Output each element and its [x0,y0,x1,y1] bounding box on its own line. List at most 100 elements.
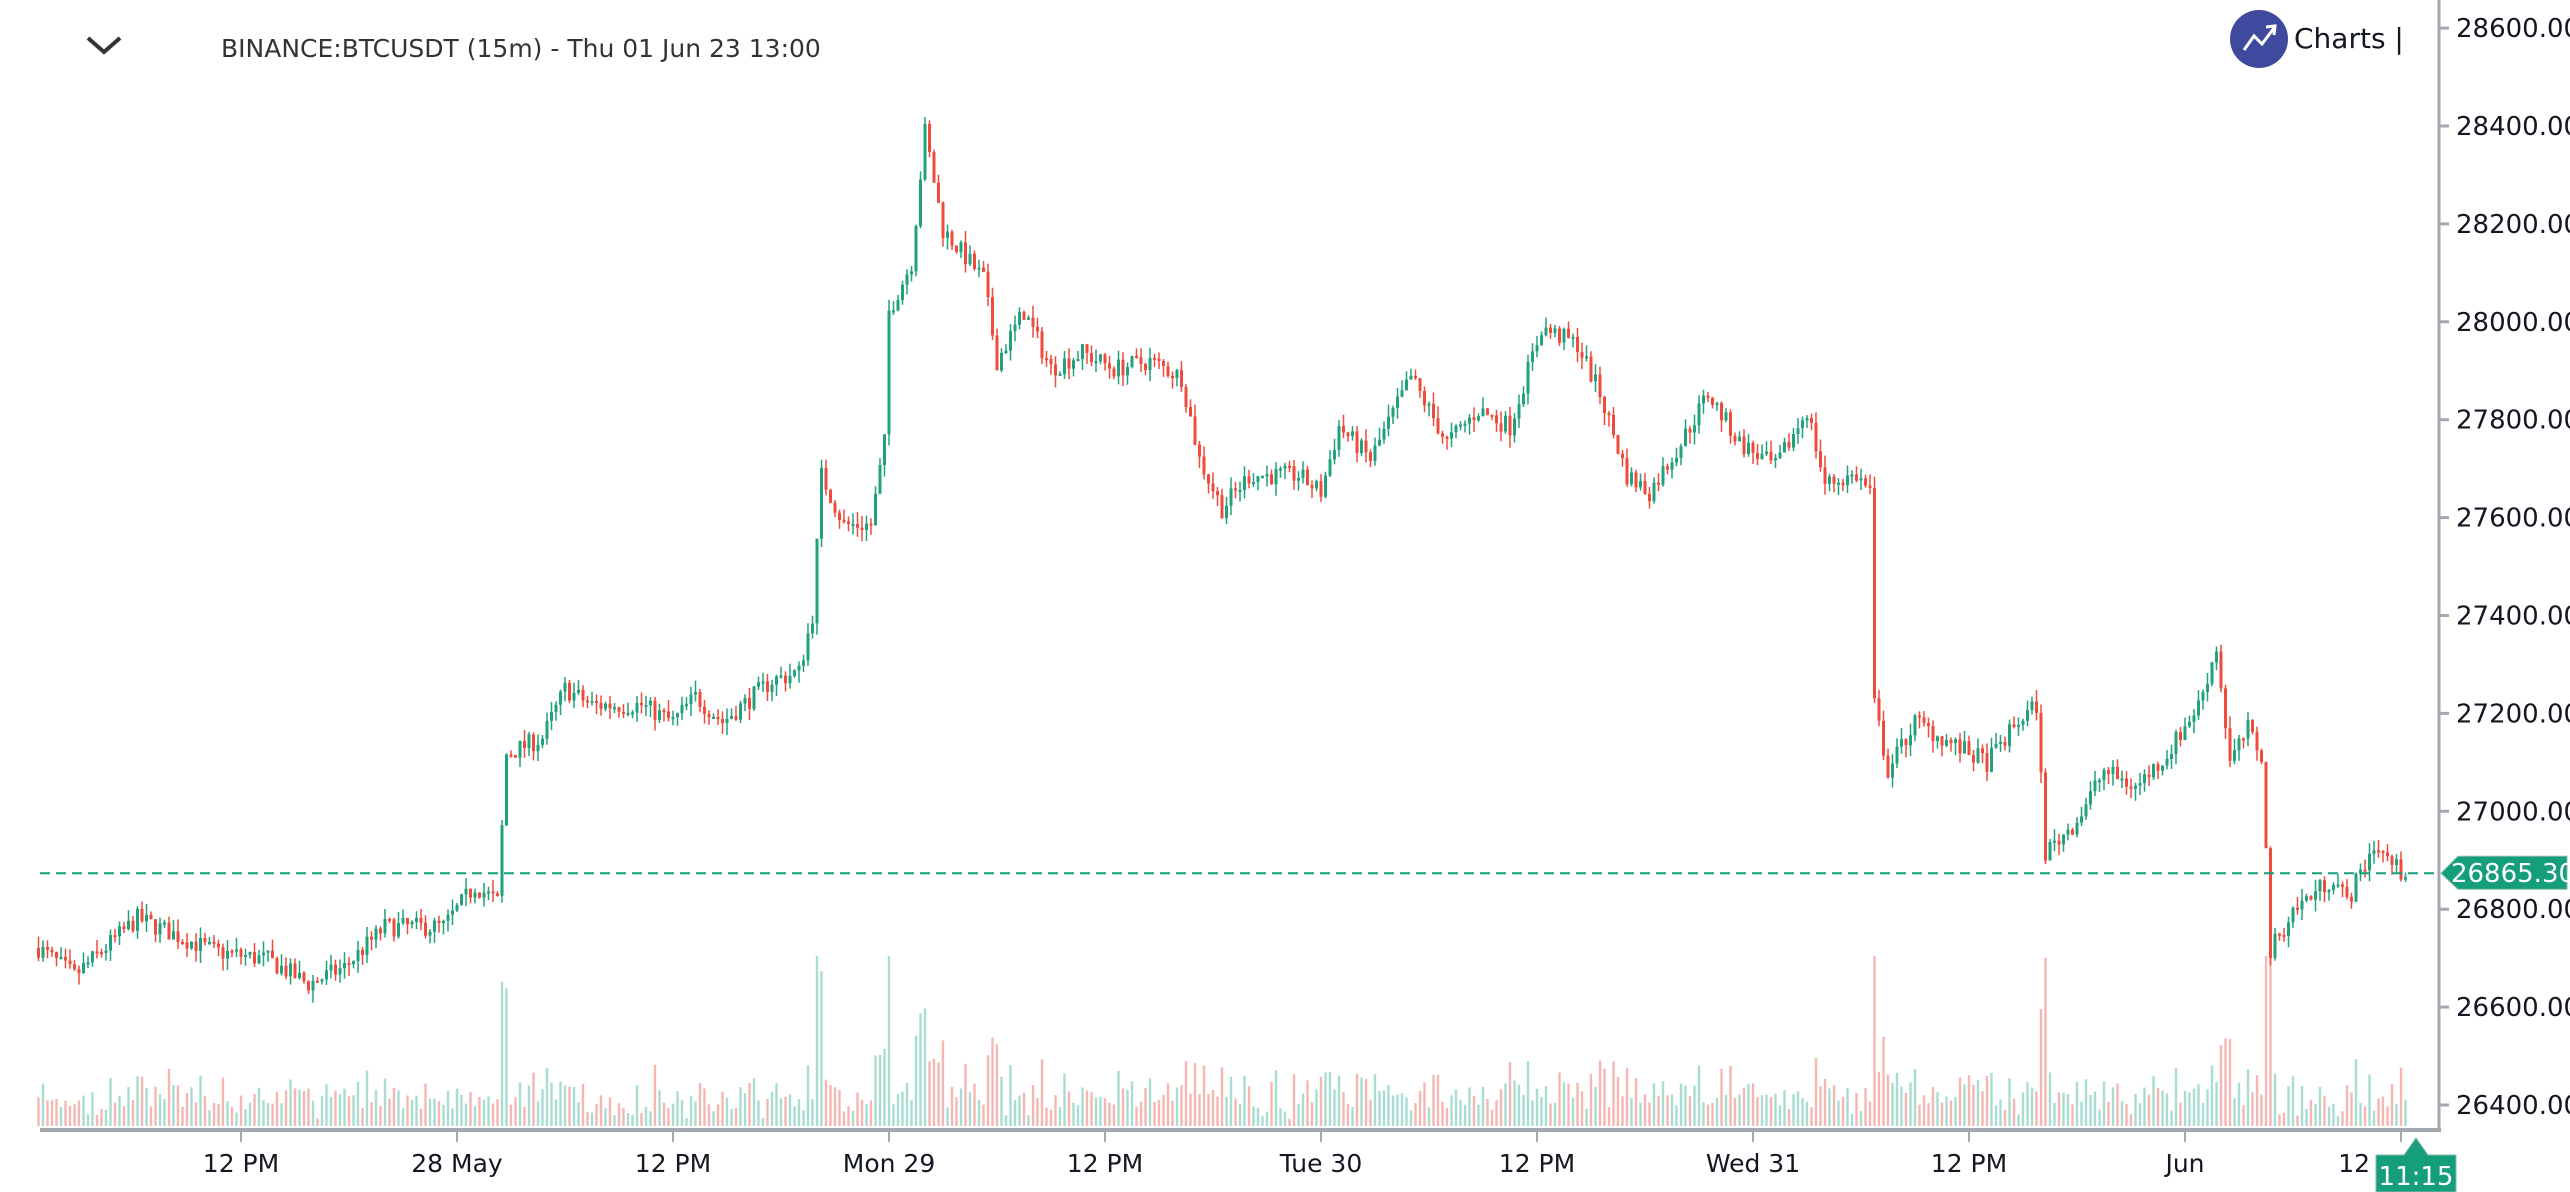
candle-body [235,949,238,952]
candle-body [757,682,760,687]
volume-bar [1378,1090,1381,1126]
candle [1459,421,1462,431]
candle-body [437,920,441,924]
candle-body [649,700,652,706]
volume-bar [1292,1074,1296,1126]
candle [1072,357,1075,377]
volume-bar [568,1086,571,1126]
candle [1913,713,1917,742]
volume-bar [2206,1089,2209,1126]
volume-bar [676,1091,679,1126]
volume-bar [1958,1077,1962,1126]
candle [1990,737,1993,773]
candle [239,947,243,965]
candle [1468,413,1471,435]
candle [1522,386,1525,408]
volume-bar [1229,1076,1233,1126]
candle [410,920,414,929]
candle-body [2309,896,2313,900]
candle-body [1931,726,1935,742]
volume-bar [1085,1090,1089,1126]
volume-bar [1499,1089,1503,1126]
price-axis[interactable]: 26400.0026600.0026800.0027000.0027200.00… [2439,14,2570,1121]
candle [1432,392,1435,426]
volume-bar [2350,1092,2353,1126]
volume-bar [1108,1102,1111,1126]
candle-body [905,274,909,285]
candle-body [1639,481,1642,488]
volume-bar [113,1102,117,1126]
candle-body [1324,475,1327,497]
candle [1045,350,1048,367]
candle-body [2120,778,2124,781]
candle-body [1607,413,1611,416]
candle-body [739,703,742,720]
volume-bar [581,1083,585,1126]
volume-bar [1562,1082,1566,1126]
candle-body [829,489,832,503]
volume-bar [775,1083,778,1126]
candle [2327,889,2331,901]
candle [806,623,810,666]
candle [964,231,967,273]
candle [1540,331,1543,346]
volume-bar [55,1099,58,1126]
volume-bar [577,1102,580,1126]
candle [595,694,598,715]
volume-bar [950,1087,954,1126]
candle [1441,430,1444,444]
candle [46,940,49,959]
volume-bar [1868,1101,1872,1126]
candle-body [2080,816,2083,823]
collapse-chevron-icon[interactable] [84,30,124,60]
candle-body [91,951,94,963]
candle [1580,342,1584,370]
candle-body [1675,457,1678,463]
candle [1346,431,1350,442]
candle [712,713,715,719]
volume-bar [923,1008,927,1126]
candle-body [374,928,378,940]
candle-body [1423,390,1426,406]
candle [1607,410,1611,427]
volume-bar [100,1108,103,1126]
candle-body [937,182,940,203]
candle-body [455,904,459,911]
candle-body [1810,417,1813,423]
volume-bar [1918,1104,1921,1126]
volume-bar [500,981,504,1126]
volume-bar [964,1063,967,1126]
volume-bar [325,1084,328,1126]
volume-bar [302,1090,306,1126]
crosshair-time-tag: 11:15 [2375,1137,2457,1192]
candle-body [703,706,706,714]
candle [460,893,463,906]
candle-body [1103,354,1107,364]
volume-bar [437,1101,441,1126]
candle [482,882,486,907]
candle-body [595,701,598,704]
volume-bar [334,1090,337,1126]
volume-bar [343,1088,346,1126]
candle-body [523,741,526,749]
volume-bar [878,1055,882,1126]
candle [1112,366,1116,380]
volume-bar [1922,1095,1926,1126]
candle [1130,355,1134,369]
volume-bar [1144,1088,1147,1126]
candle [2287,916,2290,948]
candle-body [433,920,436,932]
volume-bar [1535,1088,1539,1126]
volume-bar [1621,1096,1624,1126]
candle-body [185,942,189,949]
volume-bar [1760,1095,1764,1126]
volume-bar [1675,1105,1678,1126]
candle-body [1400,390,1404,397]
candle-body [1004,350,1008,353]
charts-logo-icon[interactable] [2230,10,2288,68]
time-axis[interactable]: 12 PM 28 May 12 PM Mon 29 12 PM Tue 30 12 PM We… [203,1132,2402,1178]
volume-bar [199,1075,202,1126]
volume-bar [667,1107,670,1126]
candle [2336,873,2340,888]
